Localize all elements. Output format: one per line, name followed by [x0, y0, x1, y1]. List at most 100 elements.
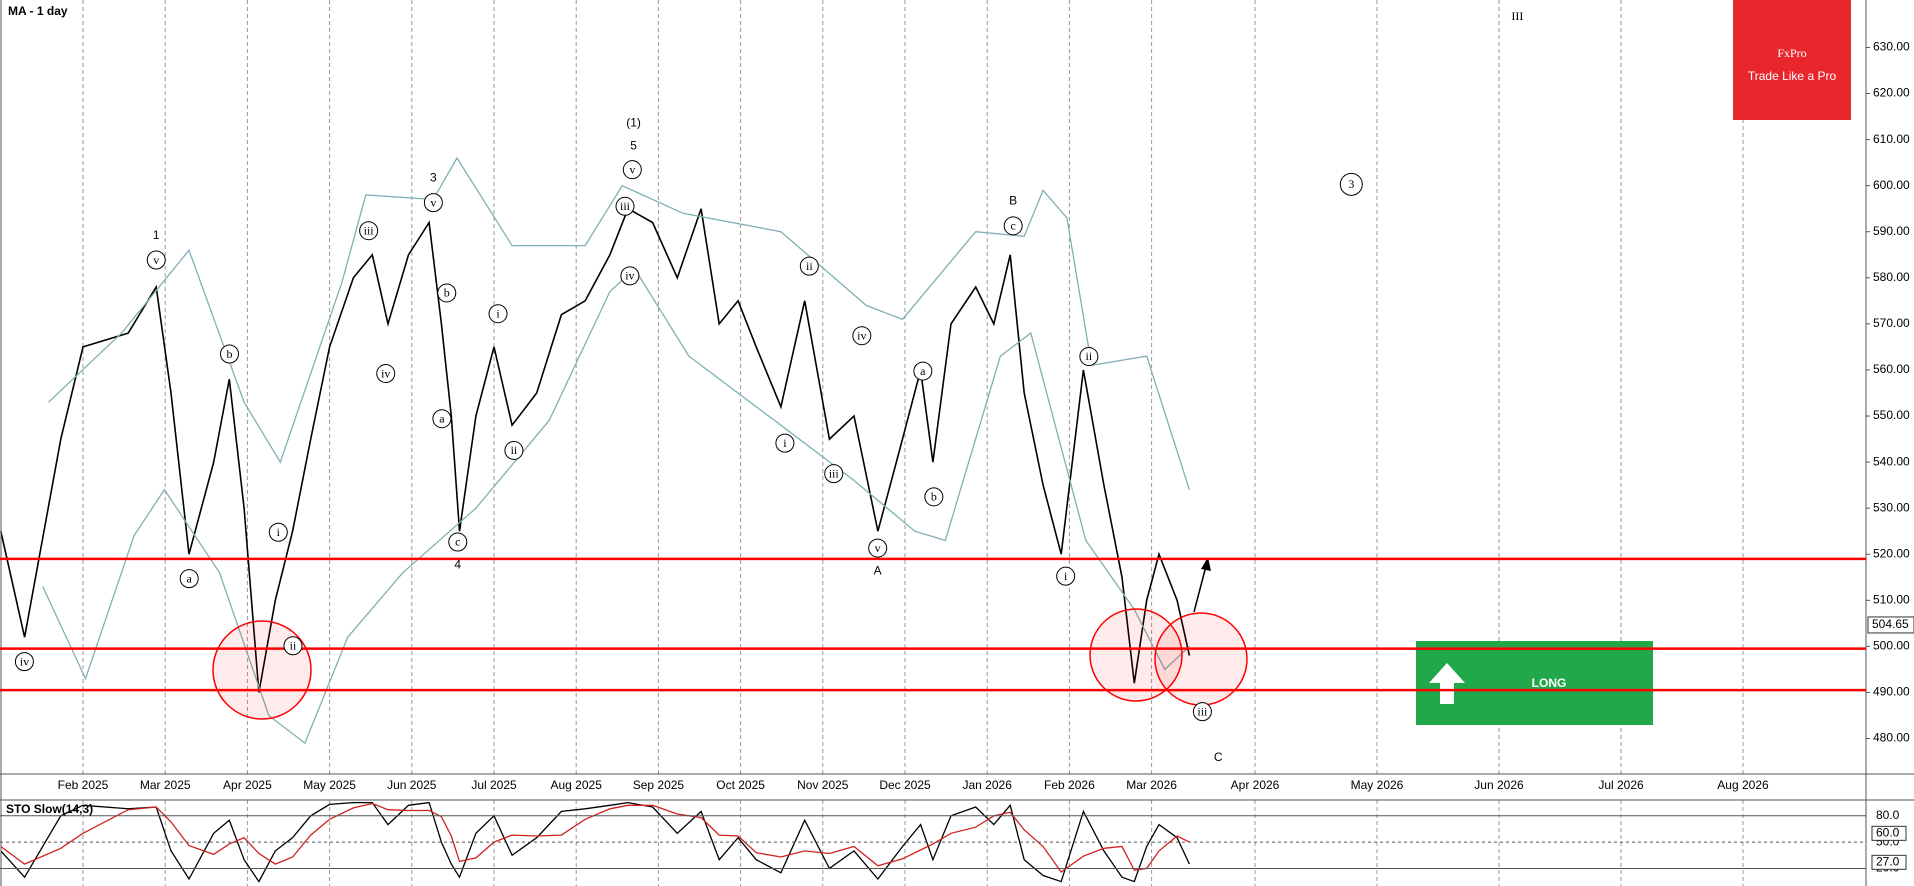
- wave-label: ii: [290, 639, 297, 653]
- logo-tagline: Trade Like a Pro: [1748, 69, 1837, 83]
- wave-label: i: [496, 306, 500, 320]
- y-tick-label: 520.00: [1873, 546, 1910, 560]
- wave-label: (1): [626, 115, 641, 129]
- price-tag-label: 504.65: [1872, 617, 1909, 631]
- wave-label: 5: [630, 139, 637, 153]
- wave-circle: [219, 344, 239, 364]
- x-tick-label: Aug 2025: [551, 778, 603, 792]
- wave-label: v: [430, 195, 436, 209]
- wave-label: a: [439, 411, 445, 425]
- y-tick-label: 540.00: [1873, 454, 1910, 468]
- wave-circle: [423, 193, 443, 213]
- indicator-title: STO Slow(14,3): [6, 802, 93, 816]
- wave-circle: [1192, 702, 1212, 722]
- signal-label: LONG: [1532, 676, 1567, 690]
- wave-label: iv: [625, 269, 634, 283]
- y-tick-label: 500.00: [1873, 639, 1910, 653]
- x-tick-label: Mar 2025: [140, 778, 191, 792]
- wave-label: C: [1214, 750, 1223, 764]
- x-tick-label: Sep 2025: [633, 778, 685, 792]
- highlight-circle: [212, 620, 312, 720]
- target-arrow: [1193, 565, 1207, 613]
- y-tick-label: 530.00: [1873, 500, 1910, 514]
- x-tick-label: Jul 2025: [471, 778, 517, 792]
- value-tag-label: 27.0: [1876, 854, 1900, 868]
- wave-circle: [376, 364, 396, 384]
- wave-circle: [824, 464, 844, 484]
- wave-label: iv: [857, 328, 866, 342]
- wave-label: ii: [806, 259, 813, 273]
- value-tag: [1871, 825, 1907, 841]
- wave-label: 1: [153, 228, 160, 242]
- wave-label: B: [1009, 194, 1017, 208]
- y-tick-label: 550.00: [1873, 408, 1910, 422]
- wave-circle: [622, 160, 642, 180]
- y-tick-label: 80.0: [1876, 808, 1900, 822]
- wave-label: c: [455, 535, 460, 549]
- x-tick-label: Nov 2025: [797, 778, 849, 792]
- wave-label: 4: [454, 557, 461, 571]
- y-tick-label: 630.00: [1873, 40, 1910, 54]
- y-tick-label: 510.00: [1873, 592, 1910, 606]
- wave-circle: [1003, 216, 1023, 236]
- wave-label: iv: [381, 366, 390, 380]
- y-tick-label: 590.00: [1873, 224, 1910, 238]
- wave-label: iii: [364, 223, 375, 237]
- x-tick-label: Jan 2026: [963, 778, 1013, 792]
- x-tick-label: Jul 2026: [1598, 778, 1644, 792]
- wave-label: v: [153, 253, 159, 267]
- wave-circle: [924, 487, 944, 507]
- wave-circle: [14, 652, 34, 672]
- wave-label: i: [1064, 569, 1068, 583]
- wave-circle: [1056, 566, 1076, 586]
- y-tick-label: 480.00: [1873, 731, 1910, 745]
- target-arrow-head: [1201, 557, 1211, 571]
- wave-label: A: [874, 563, 882, 577]
- x-tick-label: Apr 2025: [223, 778, 272, 792]
- wave-circle: [852, 326, 872, 346]
- wave-label: c: [1011, 219, 1016, 233]
- wave-label: v: [629, 162, 635, 176]
- wave-label: 3: [1348, 177, 1354, 191]
- wave-circle: [504, 440, 524, 460]
- y-tick-label: 560.00: [1873, 362, 1910, 376]
- wave-circle: [432, 409, 452, 429]
- wave-circle: [283, 636, 303, 656]
- x-tick-label: May 2025: [303, 778, 356, 792]
- price-tag: [1867, 616, 1914, 634]
- y-tick-label: 610.00: [1873, 132, 1910, 146]
- wave-circle: [1339, 172, 1363, 196]
- series-line: [48, 156, 1191, 490]
- y-tick-label: 600.00: [1873, 178, 1910, 192]
- y-tick-label: 580.00: [1873, 270, 1910, 284]
- signal-arrow: [1429, 663, 1465, 704]
- series-line: [0, 801, 1190, 883]
- value-tag-label: 60.0: [1876, 826, 1900, 840]
- y-tick-label: 490.00: [1873, 685, 1910, 699]
- wave-circle: [615, 196, 635, 216]
- wave-circle: [868, 538, 888, 558]
- logo-box: [1733, 0, 1851, 120]
- wave-circle: [179, 569, 199, 589]
- wave-label: b: [931, 490, 937, 504]
- series-line: [0, 207, 1191, 693]
- x-tick-label: May 2026: [1351, 778, 1404, 792]
- x-tick-label: Jun 2025: [387, 778, 437, 792]
- wave-label: i: [277, 525, 281, 539]
- wave-label: iv: [20, 654, 29, 668]
- wave-circle: [913, 361, 933, 381]
- wave-label: III: [1511, 9, 1523, 23]
- over-layer: 504.65134(1)5ABCIIIvbaiiiiviiiivvbaciiiv…: [0, 9, 1914, 870]
- wave-circle: [448, 532, 468, 552]
- wave-label: 3: [430, 170, 437, 184]
- y-tick-label: 620.00: [1873, 86, 1910, 100]
- wave-label: a: [920, 364, 926, 378]
- wave-circle: [488, 304, 508, 324]
- wave-label: ii: [1086, 349, 1093, 363]
- wave-label: b: [226, 347, 232, 361]
- wave-circle: [437, 283, 457, 303]
- wave-label: i: [783, 436, 787, 450]
